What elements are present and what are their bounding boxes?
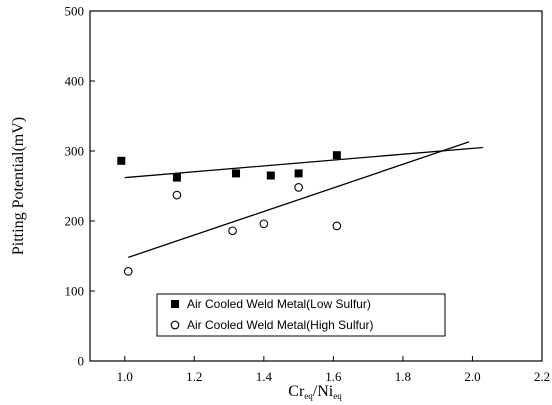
data-point-high-sulfur [172, 190, 182, 200]
fit-lines [124, 141, 483, 259]
y-tick-label: 500 [65, 4, 85, 19]
y-tick-label: 300 [65, 144, 85, 159]
legend: Air Cooled Weld Metal(Low Sulfur) Air Co… [156, 293, 446, 337]
legend-label-low-sulfur: Air Cooled Weld Metal(Low Sulfur) [187, 297, 371, 311]
x-axis-label-sub1: eq [304, 391, 313, 401]
y-tick-label: 100 [65, 284, 85, 299]
x-axis-label-sub2: eq [333, 391, 342, 401]
x-tick-label: 1.2 [186, 369, 202, 384]
data-point-low-sulfur [294, 169, 303, 178]
data-markers [117, 151, 342, 276]
y-tick-label: 400 [65, 74, 85, 89]
x-axis-label-mid: /Ni [313, 383, 334, 400]
y-axis-ticks: 0 100 200 300 400 500 [65, 4, 95, 369]
fit-line-series-0 [124, 146, 483, 179]
legend-box [156, 293, 446, 337]
fit-line-series-1 [128, 141, 470, 259]
plot-frame [89, 10, 543, 362]
data-point-low-sulfur [117, 156, 126, 165]
y-axis-label: Pitting Potential(mV) [10, 117, 27, 255]
data-point-high-sulfur [294, 183, 303, 192]
data-point-low-sulfur [232, 169, 241, 178]
data-point-high-sulfur [259, 219, 269, 229]
x-axis-ticks: 1.0 1.2 1.4 1.6 1.8 2.0 2.2 [117, 356, 550, 384]
x-tick-label: 1.8 [395, 369, 411, 384]
data-point-low-sulfur [332, 151, 341, 160]
x-tick-label: 1.6 [325, 369, 342, 384]
data-point-low-sulfur [266, 171, 275, 180]
y-tick-label: 200 [65, 214, 85, 229]
x-tick-label: 1.4 [256, 369, 273, 384]
legend-label-high-sulfur: Air Cooled Weld Metal(High Sulfur) [187, 318, 374, 332]
x-tick-label: 2.0 [464, 369, 480, 384]
x-tick-label: 1.0 [117, 369, 133, 384]
data-point-low-sulfur [172, 173, 181, 182]
y-tick-label: 0 [78, 354, 85, 369]
legend-marker-high-sulfur [170, 320, 180, 330]
data-point-high-sulfur [228, 226, 237, 236]
data-point-high-sulfur [123, 267, 133, 276]
x-axis-label-main: Cr [288, 383, 305, 400]
data-point-high-sulfur [332, 221, 342, 231]
legend-marker-low-sulfur [171, 300, 179, 308]
x-axis-label: Creq/Nieq [288, 383, 342, 401]
x-tick-label: 2.2 [534, 369, 550, 384]
